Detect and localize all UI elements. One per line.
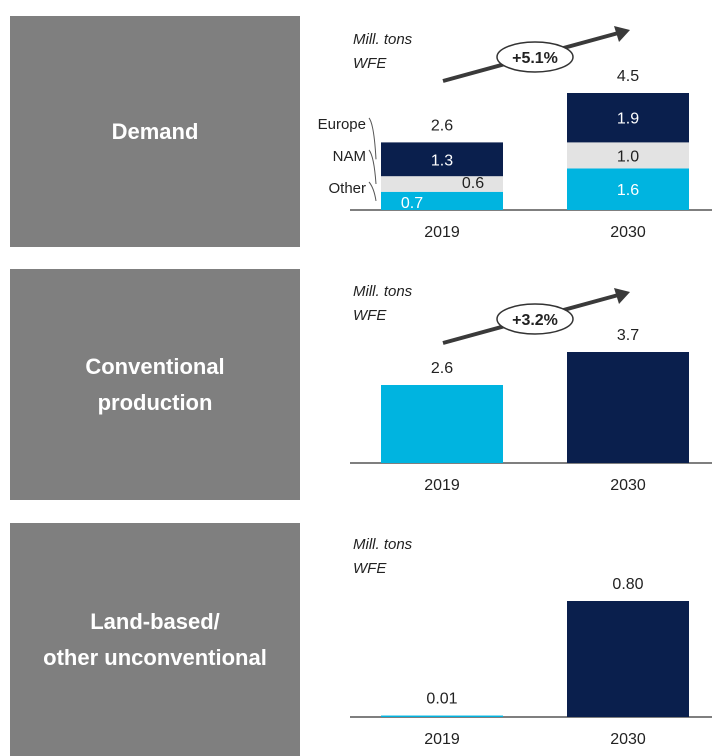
legend-leader-line bbox=[368, 181, 377, 201]
x-tick-label: 2019 bbox=[424, 224, 460, 241]
panel-label-conventional: Conventional production bbox=[10, 269, 300, 500]
bar-segment-other bbox=[567, 168, 689, 210]
growth-arrow-head bbox=[614, 288, 630, 304]
unit-label: WFE bbox=[353, 307, 387, 324]
bar bbox=[567, 601, 689, 717]
bar bbox=[381, 385, 503, 463]
bar-segment-nam bbox=[381, 176, 503, 192]
bar-segment-europe bbox=[381, 142, 503, 177]
data-label: 1.6 bbox=[617, 182, 639, 199]
unit-label: WFE bbox=[353, 55, 387, 72]
data-label: 1.9 bbox=[617, 111, 639, 128]
data-label: 3.7 bbox=[617, 327, 639, 344]
bar-segment-nam bbox=[567, 142, 689, 169]
data-label: 1.3 bbox=[431, 152, 453, 169]
total-label: 4.5 bbox=[617, 68, 639, 85]
total-label: 2.6 bbox=[431, 117, 453, 134]
unit-label: WFE bbox=[353, 560, 387, 577]
legend-leader-line bbox=[368, 149, 377, 185]
legend-leader-line bbox=[368, 117, 377, 160]
panel-label-text: Land-based/ other unconventional bbox=[43, 608, 267, 670]
bar bbox=[381, 715, 503, 717]
data-label: 0.80 bbox=[612, 576, 643, 593]
growth-badge bbox=[496, 303, 574, 335]
panel-label-demand: Demand bbox=[10, 16, 300, 247]
growth-label: +3.2% bbox=[512, 312, 558, 329]
x-tick-label: 2019 bbox=[424, 477, 460, 494]
data-label: 0.01 bbox=[426, 691, 457, 708]
unit-label: Mill. tons bbox=[353, 31, 413, 48]
x-tick-label: 2030 bbox=[610, 731, 646, 748]
growth-badge bbox=[496, 41, 574, 73]
data-label: 0.6 bbox=[462, 175, 484, 192]
bar-segment-other bbox=[381, 191, 503, 210]
x-tick-label: 2019 bbox=[424, 731, 460, 748]
legend-label-other: Other bbox=[328, 180, 366, 197]
bar bbox=[567, 352, 689, 463]
bar-segment-europe bbox=[567, 93, 689, 143]
panel-label-text: Conventional production bbox=[85, 353, 225, 415]
data-label: 2.6 bbox=[431, 360, 453, 377]
data-label: 0.7 bbox=[401, 195, 423, 212]
panel-label-text: Demand bbox=[111, 118, 199, 144]
growth-arrow-head bbox=[614, 26, 630, 42]
unit-label: Mill. tons bbox=[353, 536, 413, 553]
growth-label: +5.1% bbox=[512, 50, 558, 67]
unit-label: Mill. tons bbox=[353, 283, 413, 300]
panel-label-land-based: Land-based/ other unconventional bbox=[10, 523, 300, 756]
legend-label-europe: Europe bbox=[318, 116, 366, 133]
x-tick-label: 2030 bbox=[610, 477, 646, 494]
x-tick-label: 2030 bbox=[610, 224, 646, 241]
data-label: 1.0 bbox=[617, 148, 639, 165]
legend-label-nam: NAM bbox=[333, 148, 366, 165]
